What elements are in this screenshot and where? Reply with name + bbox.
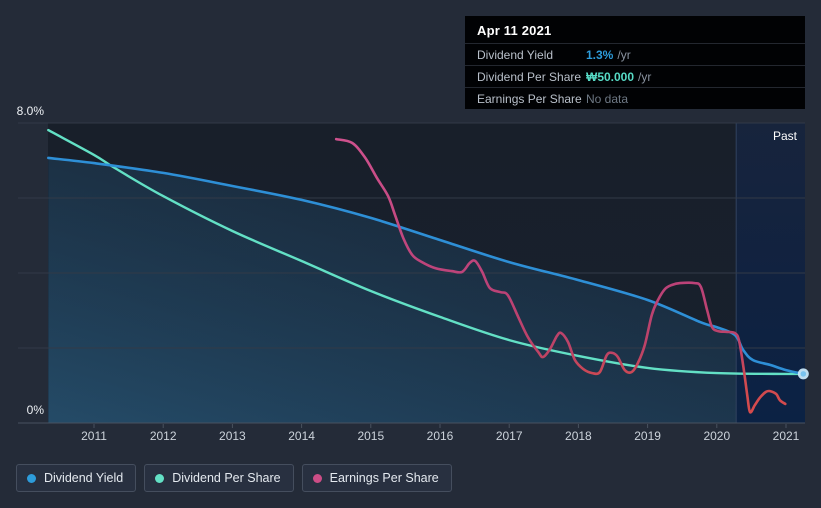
tooltip-label: Dividend Yield (477, 47, 554, 62)
earnings-per-share-line (334, 137, 787, 414)
tooltip-value-suffix: /yr (617, 47, 631, 62)
tooltip-value: 1.3% (586, 47, 614, 62)
tooltip-row-dividend-yield: Dividend Yield 1.3% /yr (465, 43, 805, 65)
x-axis-label: 2020 (703, 429, 731, 443)
dividend-yield-dot-icon (27, 473, 36, 483)
x-axis-label: 2019 (634, 429, 661, 443)
tooltip-card: Apr 11 2021 Dividend Yield 1.3% /yr Divi… (465, 16, 805, 109)
x-axis-label: 2018 (565, 429, 592, 443)
tooltip-date: Apr 11 2021 (477, 23, 552, 38)
legend-item-dividend-per-share[interactable]: Dividend Per Share (144, 464, 294, 492)
x-axis-label: 2015 (357, 429, 385, 443)
tooltip-value: No data (586, 91, 629, 106)
dividend-per-share-dot-icon (155, 473, 165, 483)
dividend-yield-line (47, 156, 805, 376)
legend-item-earnings-per-share[interactable]: Earnings Per Share (301, 464, 452, 492)
x-axis-label: 2012 (149, 429, 177, 443)
legend-item-dividend-yield[interactable]: Dividend Yield (16, 464, 137, 492)
tooltip-label: Dividend Per Share (477, 69, 582, 84)
y-axis-label-bottom: 0% (26, 403, 44, 417)
tooltip-row-earnings-per-share: Earnings Per Share No data (465, 87, 805, 109)
legend: Dividend Yield Dividend Per Share Earnin… (16, 464, 452, 492)
x-axis-label: 2014 (288, 429, 315, 443)
chart-plot-area[interactable] (0, 0, 821, 455)
line-end-marker-core (800, 371, 807, 377)
x-axis-label: 2017 (495, 429, 523, 443)
tooltip-label: Earnings Per Share (477, 91, 582, 106)
y-axis-label-top: 8.0% (16, 104, 44, 118)
tooltip-value: ₩50.000 (586, 69, 635, 84)
legend-item-label: Dividend Per Share (172, 471, 281, 485)
legend-item-label: Dividend Yield (44, 471, 124, 485)
x-axis-label: 2013 (219, 429, 246, 443)
x-axis-label: 2011 (81, 429, 107, 443)
dividend-yield-area (48, 157, 806, 423)
legend-item-label: Earnings Per Share (329, 471, 439, 485)
tooltip-value-suffix: /yr (638, 69, 652, 84)
x-axis-label: 2021 (772, 429, 800, 443)
x-axis-label: 2016 (426, 429, 454, 443)
dividend-per-share-line (47, 128, 805, 376)
past-region-label: Past (772, 129, 797, 143)
tooltip-row-dividend-per-share: Dividend Per Share ₩50.000 /yr (465, 65, 805, 87)
earnings-per-share-dot-icon (312, 473, 322, 483)
